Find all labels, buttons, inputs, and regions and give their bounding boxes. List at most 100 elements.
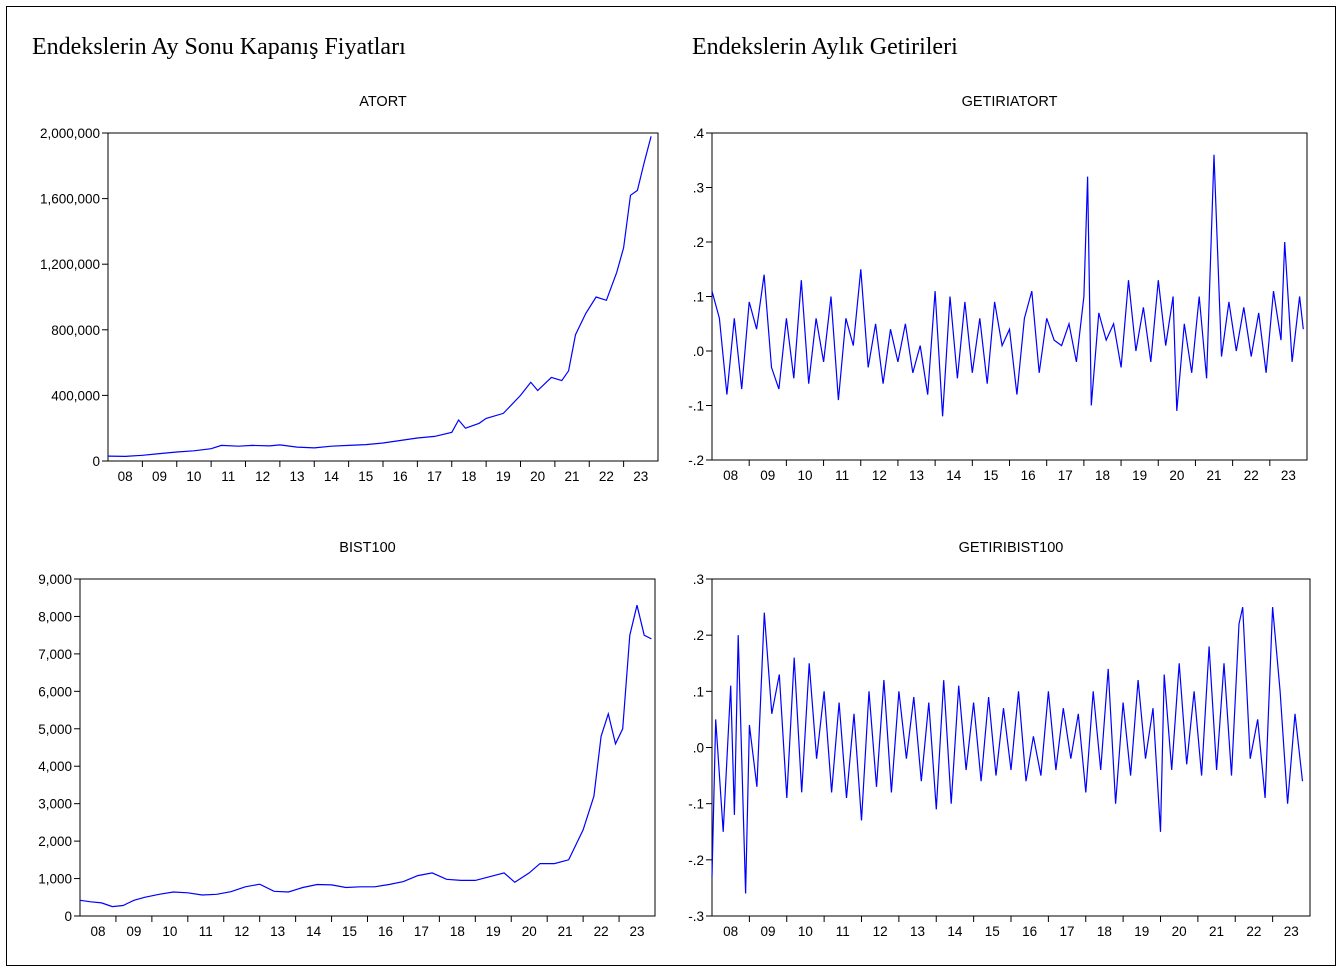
x-tick-label: 12 <box>234 924 249 939</box>
series-line <box>711 154 1304 417</box>
y-tick-label: -.3 <box>688 909 704 924</box>
right-section-title: Endekslerin Aylık Getirileri <box>692 34 958 60</box>
y-tick-label: -.2 <box>688 853 704 868</box>
x-tick-label: 14 <box>946 468 962 483</box>
y-tick-label: 2,000,000 <box>40 126 100 141</box>
x-tick-label: 11 <box>199 924 213 939</box>
x-tick-label: 17 <box>1058 468 1073 483</box>
chart-title: GETIRIATORT <box>962 94 1058 110</box>
y-tick-label: 9,000 <box>38 572 72 587</box>
x-tick-label: 08 <box>723 924 738 939</box>
series-line <box>711 606 1304 894</box>
y-tick-label: 1,000 <box>38 872 72 887</box>
chart-getiriatort: GETIRIATORT -.2 -.1 .0 .1 .2 .3 .4 08 09 10 11 12 13 1… <box>688 94 1308 483</box>
plot-frame <box>711 132 1308 461</box>
x-tick-label: 13 <box>909 468 924 483</box>
y-tick-label: 3,000 <box>38 797 72 812</box>
x-tick-label: 15 <box>358 469 373 484</box>
x-tick-label: 17 <box>427 469 442 484</box>
chart-bist100: BIST100 0 1,000 2,000 3,000 4,000 5,000 6,000 7,… <box>38 540 656 939</box>
x-tick-label: 09 <box>760 468 775 483</box>
x-tick-label: 19 <box>1132 468 1147 483</box>
chart-title: BIST100 <box>339 540 395 556</box>
x-tick-label: 12 <box>873 924 888 939</box>
x-tick-label: 21 <box>1209 924 1224 939</box>
x-tick-label: 08 <box>90 924 105 939</box>
x-tick-label: 22 <box>599 469 614 484</box>
plot-frame <box>79 578 656 917</box>
x-tick-label: 23 <box>1284 924 1299 939</box>
x-tick-label: 20 <box>1169 468 1184 483</box>
x-tick-label: 21 <box>558 924 573 939</box>
x-tick-label: 23 <box>633 469 648 484</box>
x-tick-label: 10 <box>186 469 201 484</box>
x-tick-label: 16 <box>1021 468 1036 483</box>
x-tick-label: 11 <box>835 468 849 483</box>
x-tick-label: 13 <box>270 924 285 939</box>
y-tick-label: 800,000 <box>51 323 100 338</box>
x-tick-label: 16 <box>1022 924 1037 939</box>
x-tick-label: 11 <box>221 469 235 484</box>
y-tick-label: 6,000 <box>38 684 72 699</box>
x-tick-label: 23 <box>1281 468 1296 483</box>
x-tick-label: 15 <box>983 468 998 483</box>
x-tick-label: 15 <box>985 924 1000 939</box>
y-tick-label: 4,000 <box>38 759 72 774</box>
y-tick-label: 0 <box>92 454 100 469</box>
y-tick-label: .1 <box>693 290 704 305</box>
y-tick-label: 1,600,000 <box>40 192 100 207</box>
x-tick-label: 10 <box>162 924 177 939</box>
x-tick-label: 12 <box>255 469 270 484</box>
x-tick-label: 21 <box>1207 468 1222 483</box>
x-tick-label: 14 <box>324 469 340 484</box>
x-tick-label: 09 <box>152 469 167 484</box>
y-tick-label: -.1 <box>688 399 704 414</box>
x-tick-label: 14 <box>306 924 322 939</box>
x-tick-label: 16 <box>378 924 393 939</box>
x-tick-label: 10 <box>797 468 812 483</box>
y-tick-label: 2,000 <box>38 834 72 849</box>
y-tick-label: 8,000 <box>38 609 72 624</box>
x-tick-label: 08 <box>118 469 133 484</box>
x-tick-label: 18 <box>1095 468 1110 483</box>
series-line <box>107 136 652 458</box>
x-tick-label: 20 <box>1172 924 1187 939</box>
chart-title: ATORT <box>359 94 407 110</box>
x-tick-label: 21 <box>565 469 580 484</box>
left-section-title: Endekslerin Ay Sonu Kapanış Fiyatları <box>32 34 406 60</box>
x-tick-label: 18 <box>461 469 476 484</box>
x-tick-label: 13 <box>290 469 305 484</box>
x-tick-label: 18 <box>450 924 465 939</box>
figure-frame <box>6 6 1336 966</box>
y-tick-label: 0 <box>64 909 72 924</box>
y-tick-label: .3 <box>693 572 704 587</box>
x-tick-label: 09 <box>126 924 141 939</box>
x-tick-label: 22 <box>1244 468 1259 483</box>
x-tick-label: 17 <box>1060 924 1075 939</box>
x-tick-label: 09 <box>761 924 776 939</box>
y-tick-label: .2 <box>693 628 704 643</box>
y-tick-label: -.1 <box>688 797 704 812</box>
y-tick-label: 400,000 <box>51 388 100 403</box>
y-tick-label: .2 <box>693 235 704 250</box>
y-tick-label: .0 <box>693 344 704 359</box>
series-line <box>79 605 652 908</box>
x-tick-label: 14 <box>947 924 963 939</box>
x-tick-label: 11 <box>836 924 850 939</box>
x-tick-label: 23 <box>630 924 645 939</box>
x-tick-label: 19 <box>486 924 501 939</box>
plot-frame <box>711 578 1311 917</box>
chart-getiribist100: GETIRIBIST100 -.3 -.2 -.1 .0 .1 .2 .3 08 09 10 11 12… <box>688 540 1311 939</box>
x-tick-label: 15 <box>342 924 357 939</box>
chart-title: GETIRIBIST100 <box>959 540 1064 556</box>
chart-atort: ATORT 0 400,000 800,000 1,200,000 1,600,000 2,… <box>40 94 659 484</box>
y-tick-label: 7,000 <box>38 647 72 662</box>
x-tick-label: 16 <box>393 469 408 484</box>
y-tick-label: .3 <box>693 181 704 196</box>
x-tick-label: 20 <box>530 469 545 484</box>
plot-frame <box>107 132 659 462</box>
y-tick-label: .4 <box>693 126 705 141</box>
x-tick-label: 22 <box>594 924 609 939</box>
x-tick-label: 08 <box>723 468 738 483</box>
